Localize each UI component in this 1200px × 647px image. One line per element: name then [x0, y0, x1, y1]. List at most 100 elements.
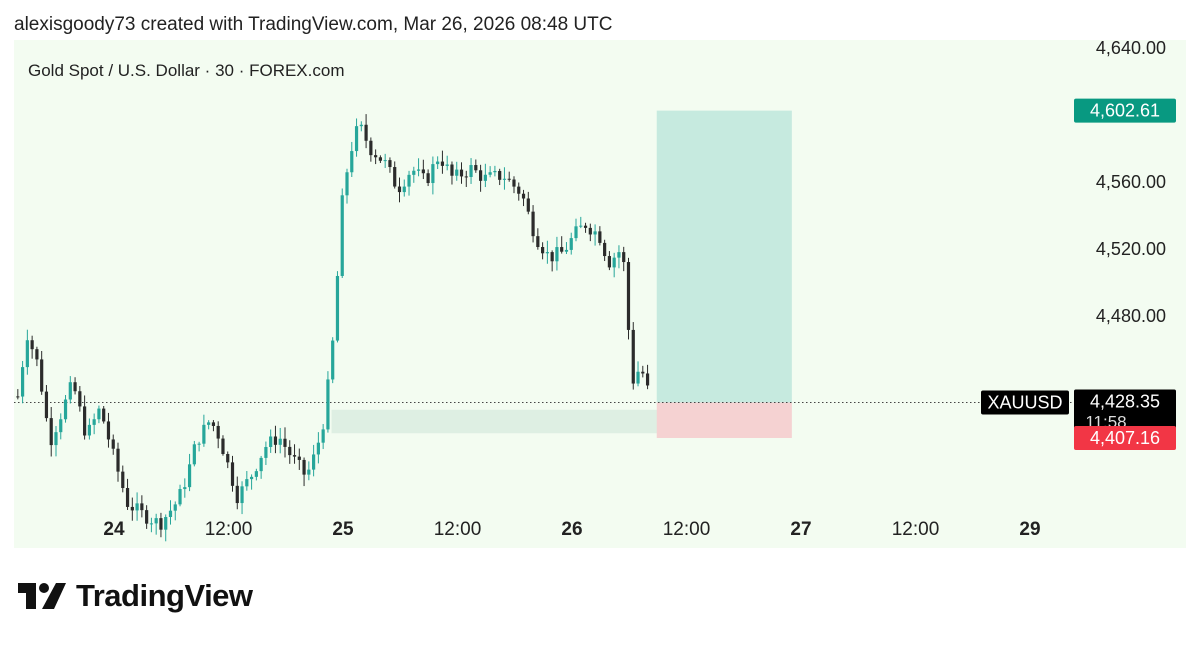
candle-bull — [402, 186, 406, 193]
candle-bull — [307, 469, 311, 475]
candle-bear — [211, 422, 216, 426]
candle-bear — [216, 425, 220, 439]
candle-bull — [569, 238, 573, 250]
candles-layer — [16, 114, 650, 542]
candle-bear — [116, 448, 120, 472]
candle-bear — [40, 359, 44, 392]
candle-bull — [264, 447, 268, 458]
candle-bull — [350, 151, 354, 173]
price-labels-layer: 4,602.614,428.924,428.3511:584,407.16XAU… — [981, 98, 1176, 451]
candle-bull — [269, 436, 273, 448]
candle-bull — [555, 247, 559, 262]
candle-bear — [626, 262, 631, 330]
candle-bear — [283, 438, 287, 447]
candle-bull — [192, 444, 196, 465]
candle-bear — [140, 503, 144, 511]
support-zone — [331, 409, 692, 434]
candle-bull — [617, 252, 621, 258]
axis-layer: 4,640.00 4,560.00 4,520.00 4,480.00 24 12:00 2… — [103, 38, 1166, 540]
candle-bull — [245, 479, 249, 487]
candle-bull — [469, 165, 473, 177]
candle-bear — [30, 340, 34, 350]
candle-bull — [455, 169, 459, 176]
x-axis-tick-label: 12:00 — [892, 519, 940, 540]
candle-bear — [393, 167, 397, 187]
candle-bear — [517, 186, 521, 194]
candle-bull — [545, 252, 549, 254]
x-axis-tick-label: 27 — [790, 519, 811, 540]
candle-bear — [111, 439, 115, 449]
candle-bull — [187, 464, 192, 488]
candle-bull — [321, 429, 325, 443]
candle-bear — [531, 211, 535, 237]
candle-bear — [536, 236, 540, 248]
candle-bull — [240, 486, 244, 504]
candle-bull — [636, 371, 640, 384]
candle-bull — [164, 517, 168, 530]
current-price-label: 4,428.35 — [1090, 392, 1160, 412]
candle-bear — [603, 242, 607, 257]
y-axis-tick-label: 4,560.00 — [1096, 172, 1166, 192]
candle-bear — [302, 459, 306, 475]
candle-bull — [54, 432, 58, 446]
candle-bear — [631, 329, 635, 384]
candle-bull — [407, 174, 411, 187]
candle-bull — [445, 164, 449, 166]
candle-bull — [354, 126, 359, 152]
candle-bull — [431, 164, 435, 184]
candle-bull — [25, 340, 29, 368]
candle-bull — [178, 489, 182, 505]
candle-bear — [288, 446, 292, 456]
candle-bear — [541, 247, 545, 254]
candle-bull — [574, 226, 578, 239]
y-axis-tick-label: 4,520.00 — [1096, 239, 1166, 259]
candle-bear — [607, 256, 612, 268]
current-price-label-bg — [1074, 389, 1176, 434]
candle-bear — [583, 225, 588, 228]
candle-bull — [335, 275, 340, 341]
candle-bear — [292, 455, 297, 457]
candle-bear — [226, 454, 230, 463]
candle-bull — [207, 422, 211, 425]
candle-bull — [254, 471, 258, 477]
candle-bear — [235, 485, 239, 504]
candle-bear — [498, 170, 502, 180]
candle-bull — [149, 523, 154, 525]
candle-bear — [230, 462, 235, 486]
x-axis-tick-label: 12:00 — [434, 519, 482, 540]
candle-bull — [383, 160, 387, 162]
candle-bear — [388, 160, 392, 168]
drawing-layer — [331, 110, 792, 439]
long-position-stop-zone — [656, 402, 792, 439]
candle-bull — [579, 225, 583, 227]
candle-bear — [369, 140, 373, 156]
candle-bear — [374, 155, 378, 158]
candle-bull — [436, 161, 440, 165]
candle-bull — [87, 424, 91, 436]
candle-bull — [331, 340, 335, 380]
x-axis-tick-label: 25 — [332, 519, 354, 540]
candle-bear — [560, 247, 564, 252]
candle-bull — [20, 367, 25, 397]
candle-bear — [598, 231, 602, 243]
candle-bear — [459, 169, 464, 177]
target-price-label-bg — [1074, 98, 1176, 123]
candle-bull — [168, 510, 173, 518]
candle-bear — [426, 173, 430, 184]
candle-bear — [378, 157, 383, 161]
candle-bull — [278, 438, 282, 445]
chart-pane-background — [14, 40, 1186, 548]
candle-bear — [512, 179, 516, 187]
candle-bear — [588, 227, 592, 235]
tradingview-logo-text: TradingView — [76, 578, 253, 613]
candle-bear — [521, 193, 526, 199]
candle-bull — [59, 419, 63, 433]
candle-bull — [135, 503, 139, 511]
candle-bull — [326, 379, 330, 430]
candle-bull — [92, 419, 96, 425]
tradingview-logo[interactable]: TradingView — [18, 578, 253, 614]
candle-bull — [416, 169, 421, 171]
x-axis-tick-label: 26 — [561, 519, 582, 540]
